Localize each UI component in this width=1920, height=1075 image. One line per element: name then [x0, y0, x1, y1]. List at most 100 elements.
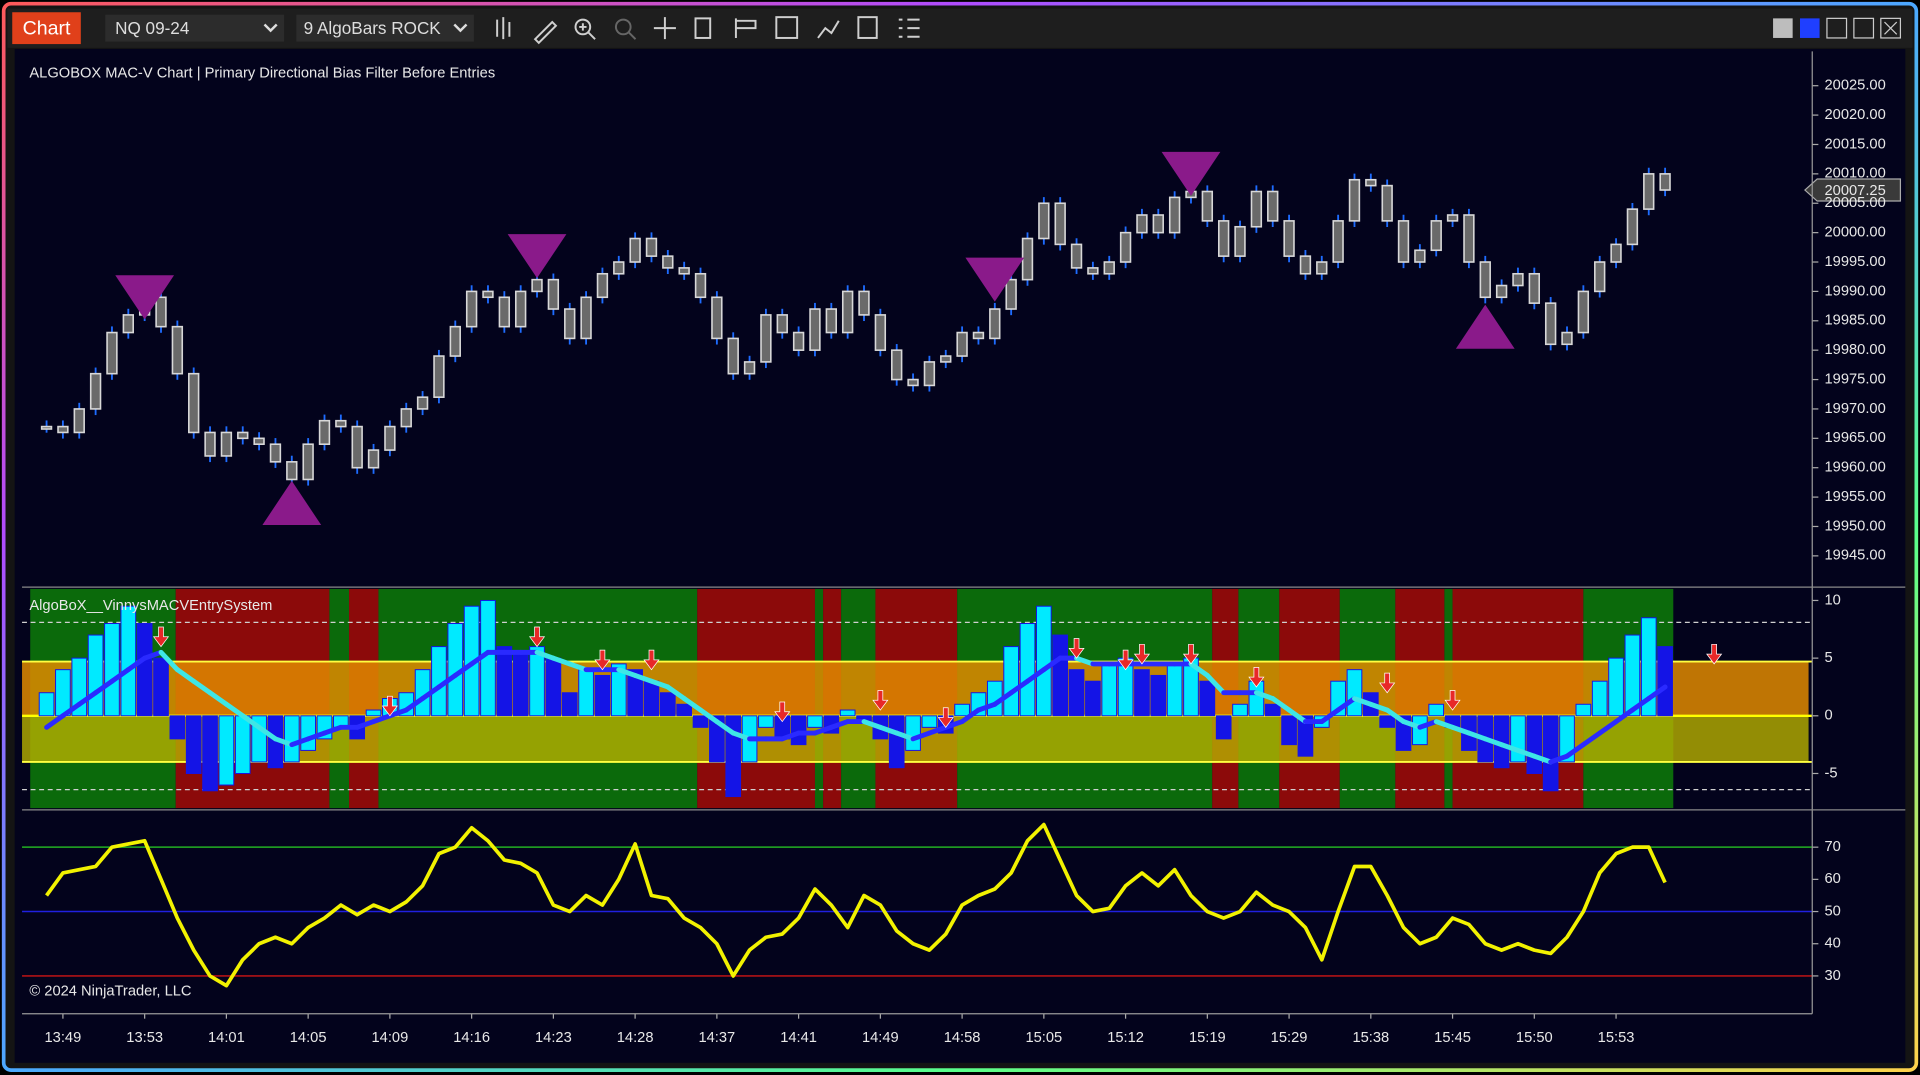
- chart-tab-label: Chart: [23, 18, 71, 40]
- signal-segment: [272, 736, 295, 748]
- zoom-out-icon[interactable]: [614, 18, 632, 36]
- chart-tab[interactable]: [12, 12, 81, 45]
- signal-segment: [1548, 753, 1570, 765]
- signal-segment: [1580, 730, 1603, 748]
- signal-segment: [1368, 701, 1390, 713]
- histogram-bar: [1068, 669, 1085, 717]
- histogram-bar: [1150, 674, 1167, 717]
- candle: [106, 331, 118, 375]
- histogram-bar: [1297, 715, 1314, 757]
- entry-arrow: [594, 649, 611, 671]
- entry-arrow: [774, 701, 791, 723]
- instrument-dropdown[interactable]: [105, 14, 285, 42]
- x-tick-label: 15:12: [1107, 1030, 1144, 1046]
- window-button[interactable]: [1773, 18, 1793, 38]
- signal-segment: [1433, 719, 1456, 730]
- histogram-bar: [578, 669, 594, 717]
- entry-arrow: [1444, 690, 1461, 711]
- candle: [416, 396, 429, 410]
- signal-segment: [1450, 724, 1472, 736]
- histogram-bar: [1379, 715, 1396, 728]
- toolbar: [7, 8, 1913, 48]
- signal-segment: [534, 649, 556, 661]
- indicators-icon[interactable]: [775, 16, 799, 39]
- candle: [596, 272, 609, 299]
- histogram-bar: [561, 692, 578, 717]
- signal-segment: [910, 730, 932, 742]
- properties-icon[interactable]: [694, 17, 712, 39]
- window-button[interactable]: [1800, 18, 1820, 38]
- y-tick-label: 5: [1824, 650, 1832, 666]
- data-box-icon[interactable]: [857, 16, 878, 39]
- zoom-in-icon[interactable]: [574, 18, 592, 36]
- histogram-bar: [1166, 663, 1183, 717]
- histogram-bar: [1575, 703, 1592, 717]
- candle: [1479, 261, 1491, 299]
- strategies-icon[interactable]: [817, 20, 840, 39]
- close-button[interactable]: [1880, 17, 1902, 39]
- last-price-label: 20007.25: [1824, 183, 1885, 199]
- x-tick-label: 14:28: [617, 1030, 654, 1046]
- rsi-line: [45, 822, 1667, 988]
- candle: [645, 237, 658, 257]
- candle: [1103, 261, 1115, 275]
- x-tick-label: 14:01: [208, 1030, 245, 1046]
- signal-segment: [44, 713, 66, 730]
- y-tick-label: 19960.00: [1824, 460, 1885, 476]
- candle: [760, 314, 772, 363]
- crosshair-icon[interactable]: [653, 17, 676, 40]
- signal-segment: [305, 730, 327, 742]
- signal-segment: [436, 672, 458, 690]
- signal-segment: [730, 730, 753, 742]
- entry-arrow: [1117, 649, 1134, 671]
- y-tick-label: 19980.00: [1824, 342, 1885, 358]
- histogram-bar: [55, 669, 71, 717]
- entry-arrow: [1182, 643, 1200, 665]
- x-tick-label: 15:19: [1189, 1030, 1226, 1046]
- candle: [1070, 243, 1083, 269]
- histogram-bar: [1215, 715, 1232, 740]
- histogram-bar: [283, 715, 300, 763]
- signal-segment: [223, 701, 246, 719]
- dropdown-chevron: [453, 23, 468, 33]
- signal-triangle: [1455, 304, 1515, 349]
- histogram-bar: [807, 715, 823, 728]
- minimize-button[interactable]: [1826, 17, 1848, 39]
- histogram-bar: [1640, 617, 1657, 717]
- signal-segment: [649, 678, 671, 690]
- candle: [1397, 220, 1410, 263]
- entry-arrow: [152, 626, 170, 648]
- candle: [188, 372, 200, 434]
- candle: [1119, 231, 1132, 263]
- candle: [956, 331, 968, 357]
- list-icon[interactable]: [898, 18, 920, 38]
- candle: [547, 278, 560, 310]
- bartype-dropdown[interactable]: [296, 14, 474, 42]
- entry-arrow: [1068, 638, 1085, 659]
- panel-title: AlgoBoX__VinnysMACVEntrySystem: [29, 598, 272, 614]
- x-tick-label: 15:53: [1598, 1030, 1635, 1046]
- signal-segment: [1417, 719, 1439, 730]
- histogram-bar: [300, 715, 316, 751]
- histogram-bar: [1003, 646, 1019, 717]
- candle: [122, 314, 135, 334]
- bars-icon[interactable]: [496, 17, 511, 40]
- candle: [874, 314, 887, 351]
- maximize-button[interactable]: [1853, 17, 1875, 39]
- histogram-bar: [709, 715, 725, 763]
- band-upper: [22, 661, 1809, 716]
- candle: [367, 449, 380, 469]
- y-tick-label: -5: [1824, 765, 1837, 781]
- histogram-bar: [643, 680, 660, 717]
- histogram-bar: [1281, 715, 1297, 746]
- signal-segment: [191, 678, 213, 696]
- histogram-bar: [676, 703, 693, 717]
- candle: [1430, 220, 1442, 252]
- draw-icon[interactable]: [533, 20, 558, 45]
- entry-arrow: [643, 649, 660, 671]
- candle: [237, 431, 249, 440]
- templates-icon[interactable]: [734, 18, 757, 38]
- signal-segment: [698, 707, 720, 725]
- candle: [40, 425, 53, 430]
- histogram-bar: [1101, 663, 1118, 717]
